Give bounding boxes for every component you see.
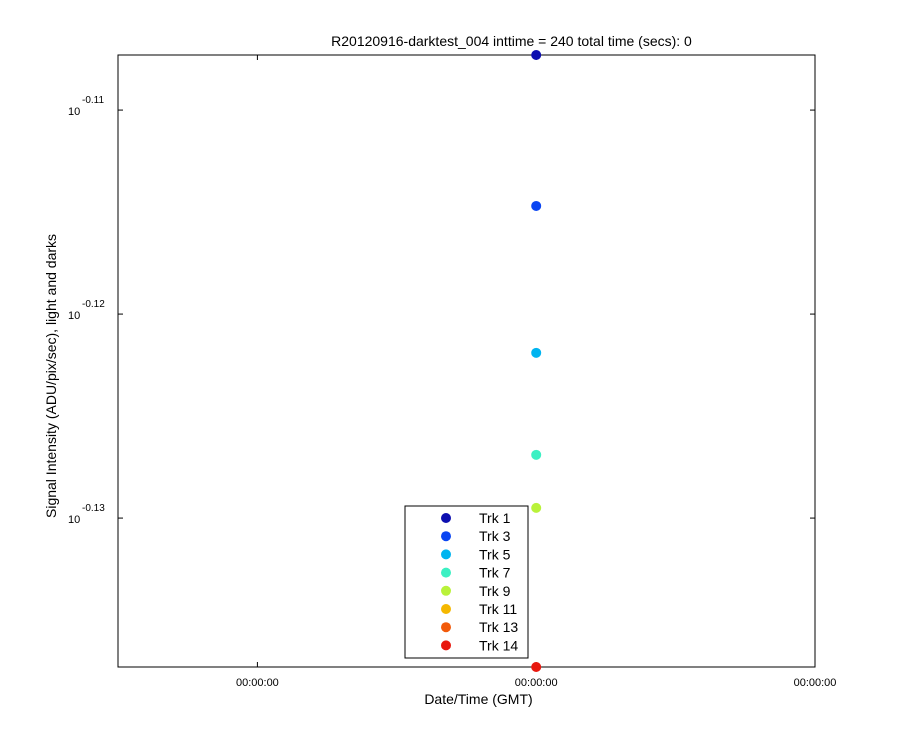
x-axis: 00:00:00 00:00:00 00:00:00	[236, 55, 836, 689]
legend-label: Trk 9	[479, 583, 511, 599]
y-tick-label-exponent: -0.12	[82, 299, 105, 310]
legend-marker	[441, 513, 451, 523]
chart-title: R20120916-darktest_004 inttime = 240 tot…	[331, 33, 692, 49]
data-point	[531, 50, 542, 60]
legend-marker	[441, 622, 451, 633]
legend-label: Trk 11	[479, 601, 517, 617]
x-tick-label: 00:00:00	[794, 677, 837, 689]
legend-marker	[441, 640, 451, 651]
legend-item[interactable]: Trk 11	[441, 601, 517, 617]
legend-marker	[441, 604, 451, 614]
legend-item[interactable]: Trk 9	[441, 583, 511, 599]
legend-label: Trk 5	[479, 546, 511, 562]
legend-label: Trk 13	[479, 619, 518, 635]
legend-item[interactable]: Trk 13	[441, 619, 518, 635]
x-axis-label: Date/Time (GMT)	[424, 691, 532, 707]
data-point	[531, 449, 542, 460]
y-tick-label-exponent: -0.13	[82, 503, 105, 514]
legend-box	[404, 505, 529, 659]
data-point	[531, 662, 542, 672]
y-tick-label-base: 10	[68, 514, 80, 526]
legend-marker	[441, 567, 451, 578]
y-tick-label-base: 10	[68, 106, 80, 118]
legend-label: Trk 1	[479, 510, 511, 526]
data-point	[531, 200, 542, 211]
data-point	[531, 347, 542, 358]
legend-item[interactable]: Trk 1	[441, 510, 511, 526]
legend-item[interactable]: Trk 14	[441, 637, 518, 653]
y-tick-label-exponent: -0.11	[82, 95, 104, 106]
legend-label: Trk 7	[479, 565, 511, 581]
x-tick-label: 00:00:00	[515, 677, 558, 689]
y-axis-label: Signal Intensity (ADU/pix/sec), light an…	[43, 234, 59, 518]
data-point	[531, 502, 542, 513]
legend-item[interactable]: Trk 3	[441, 528, 511, 544]
legend-marker	[441, 549, 451, 560]
x-tick-label: 00:00:00	[236, 677, 279, 689]
legend-marker	[441, 531, 451, 542]
y-tick-label-base: 10	[68, 310, 80, 322]
legend-item[interactable]: Trk 7	[441, 565, 511, 581]
legend[interactable]: Trk 1 Trk 3 Trk 5 Trk 7 Trk 9 Trk 11 Trk 13 Trk…	[404, 505, 529, 659]
legend-marker	[441, 585, 451, 596]
legend-label: Trk 14	[479, 637, 518, 653]
legend-label: Trk 3	[479, 528, 511, 544]
legend-item[interactable]: Trk 5	[441, 546, 511, 562]
data-points	[531, 50, 542, 672]
